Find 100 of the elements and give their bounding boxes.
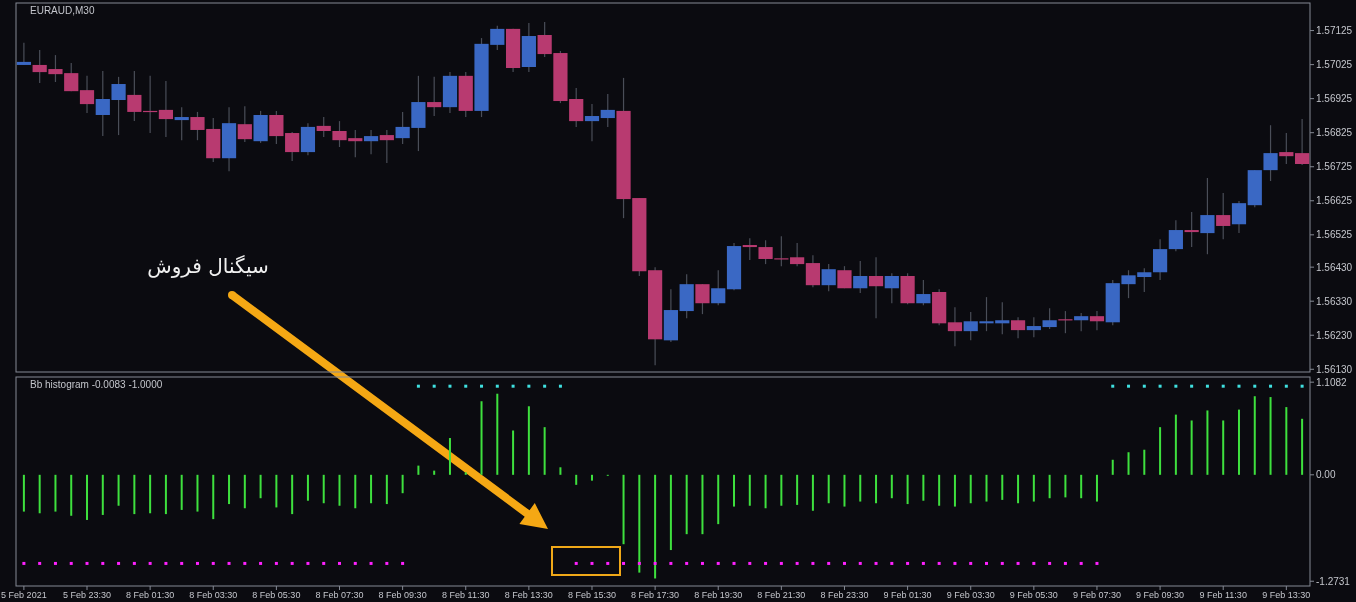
bar bbox=[212, 474, 215, 520]
candlestick bbox=[600, 93, 615, 128]
bar bbox=[733, 474, 736, 507]
bar bbox=[1095, 474, 1098, 502]
bar bbox=[669, 474, 672, 551]
y-tick-label: 1.57125 bbox=[1316, 25, 1353, 37]
candlestick bbox=[584, 103, 600, 142]
candlestick bbox=[947, 306, 963, 347]
y-tick-label: 1.56725 bbox=[1316, 161, 1353, 173]
bar bbox=[180, 474, 183, 510]
bar bbox=[117, 474, 120, 506]
bar bbox=[1001, 474, 1004, 500]
candlestick bbox=[1152, 238, 1168, 281]
x-tick-label: 8 Feb 17:30 bbox=[631, 590, 680, 600]
candlestick bbox=[79, 75, 95, 114]
candlestick bbox=[868, 256, 884, 319]
bar bbox=[417, 465, 420, 475]
x-tick-label: 9 Feb 11:30 bbox=[1199, 590, 1247, 600]
y-tick-label: 1.56330 bbox=[1316, 295, 1353, 307]
bar bbox=[512, 430, 515, 475]
candlestick bbox=[821, 263, 836, 292]
bar bbox=[780, 474, 783, 506]
bar bbox=[1064, 474, 1067, 498]
x-tick-label: 9 Feb 07:30 bbox=[1072, 590, 1121, 600]
bar bbox=[764, 474, 767, 509]
x-tick-label: 9 Feb 03:30 bbox=[946, 590, 995, 600]
candlestick bbox=[237, 105, 252, 143]
bar bbox=[133, 474, 136, 515]
bar bbox=[575, 474, 578, 485]
bar bbox=[496, 393, 499, 475]
y-tick-label: 1.57025 bbox=[1316, 59, 1353, 71]
x-tick-label: 8 Feb 21:30 bbox=[757, 590, 806, 600]
x-tick-label: 8 Feb 05:30 bbox=[252, 590, 301, 600]
candlestick bbox=[916, 279, 931, 306]
bar bbox=[985, 474, 988, 502]
candlestick bbox=[695, 283, 710, 315]
x-tick-label: 5 Feb 23:30 bbox=[62, 590, 112, 600]
candlestick bbox=[1010, 316, 1026, 339]
bar bbox=[638, 474, 641, 573]
bar bbox=[1080, 474, 1083, 499]
bar bbox=[1301, 418, 1304, 475]
candlestick bbox=[158, 80, 174, 138]
annotation: سیگنال فروش bbox=[147, 254, 269, 278]
bar bbox=[86, 474, 89, 520]
bar bbox=[1017, 474, 1020, 504]
bar bbox=[22, 474, 25, 512]
x-tick-label: 8 Feb 15:30 bbox=[567, 590, 617, 600]
bar bbox=[196, 474, 199, 512]
candlestick bbox=[127, 70, 142, 122]
bar bbox=[938, 474, 941, 506]
bar bbox=[480, 401, 483, 475]
candlestick bbox=[1231, 200, 1247, 234]
x-tick-label: 8 Feb 11:30 bbox=[442, 590, 490, 600]
bar bbox=[906, 474, 909, 505]
bar bbox=[322, 474, 325, 504]
bar bbox=[953, 474, 956, 507]
candlestick bbox=[316, 116, 331, 138]
bar bbox=[543, 427, 546, 475]
candlestick bbox=[1089, 310, 1105, 331]
bar bbox=[796, 474, 799, 505]
x-tick-label: 8 Feb 09:30 bbox=[378, 590, 427, 600]
candlestick bbox=[285, 131, 300, 162]
bar bbox=[354, 474, 357, 509]
candlestick bbox=[1074, 312, 1089, 332]
bar bbox=[875, 474, 878, 504]
bar bbox=[385, 474, 388, 505]
y-tick-label: 1.56625 bbox=[1316, 195, 1353, 207]
bar bbox=[275, 474, 278, 508]
y-tick-label: 1.56430 bbox=[1316, 261, 1353, 273]
bar bbox=[164, 474, 167, 515]
bar bbox=[433, 470, 436, 475]
bar bbox=[1127, 452, 1130, 475]
candlestick bbox=[269, 110, 284, 145]
candlestick bbox=[1168, 219, 1183, 252]
bar bbox=[338, 474, 341, 506]
bar bbox=[259, 474, 262, 499]
bar bbox=[590, 474, 593, 481]
y-tick-label: 1.56925 bbox=[1316, 93, 1353, 105]
x-tick-label: 8 Feb 13:30 bbox=[504, 590, 553, 600]
x-tick-label: 8 Feb 19:30 bbox=[694, 590, 743, 600]
bar bbox=[1237, 409, 1240, 475]
bar bbox=[1269, 397, 1272, 475]
x-tick-label: 8 Feb 01:30 bbox=[126, 590, 175, 600]
bar bbox=[1285, 407, 1288, 475]
bar bbox=[748, 474, 751, 506]
bar bbox=[922, 474, 925, 501]
bar bbox=[370, 474, 373, 504]
bar bbox=[890, 474, 893, 499]
candlestick bbox=[711, 269, 726, 306]
x-tick-label: 9 Feb 09:30 bbox=[1136, 590, 1185, 600]
bar bbox=[1253, 396, 1256, 475]
bar bbox=[811, 474, 814, 511]
candlestick bbox=[16, 42, 31, 66]
candlestick bbox=[1200, 177, 1215, 255]
bar bbox=[1048, 474, 1051, 499]
bar bbox=[306, 474, 309, 501]
bar bbox=[622, 474, 625, 545]
chart-title: Bb histogram -0.0083 -1.0000 bbox=[30, 379, 163, 390]
bar bbox=[1111, 459, 1114, 475]
chart-title: EURAUD,M30 bbox=[30, 5, 95, 16]
